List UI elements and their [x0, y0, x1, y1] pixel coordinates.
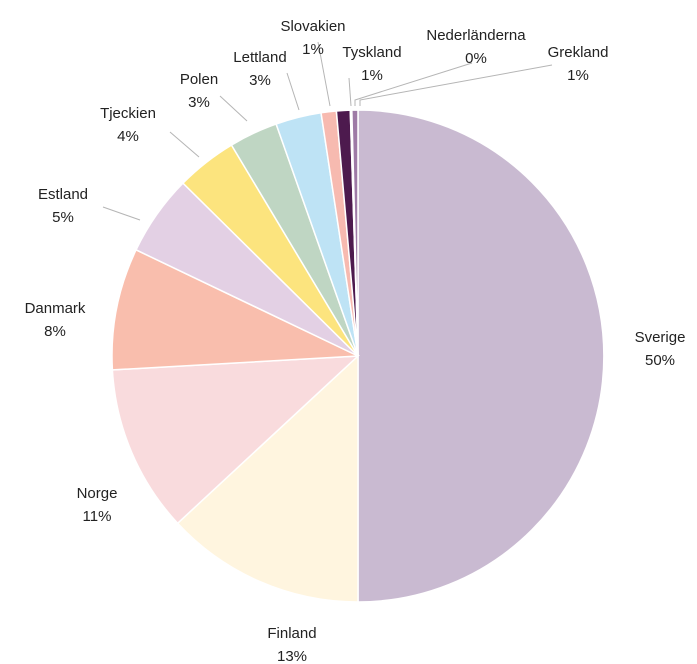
- slice-value-estland: 5%: [52, 209, 74, 226]
- slice-name-grekland: Grekland: [548, 44, 609, 61]
- leader-line-tjeckien: [169, 131, 200, 158]
- leader-line-slovakien: [317, 41, 331, 107]
- slice-value-slovakien: 1%: [302, 41, 324, 58]
- slice-value-lettland: 3%: [249, 72, 271, 89]
- slice-name-finland: Finland: [267, 625, 316, 642]
- slice-name-slovakien: Slovakien: [280, 18, 345, 35]
- pie-slice-danmark: [111, 248, 359, 371]
- slice-name-danmark: Danmark: [25, 300, 86, 317]
- slice-value-grekland: 1%: [567, 67, 589, 84]
- slice-name-polen: Polen: [180, 71, 218, 88]
- slice-value-sverige: 50%: [645, 352, 675, 369]
- slice-name-estland: Estland: [38, 186, 88, 203]
- slice-name-tjeckien: Tjeckien: [100, 105, 156, 122]
- slice-value-tjeckien: 4%: [117, 128, 139, 145]
- leader-line-polen: [219, 95, 248, 122]
- leader-line-nederländerna: [354, 62, 473, 106]
- leader-line-estland: [102, 206, 141, 221]
- slice-name-nederländerna: Nederländerna: [426, 27, 526, 44]
- slice-value-danmark: 8%: [44, 323, 66, 340]
- pie-slice-norge: [111, 355, 361, 525]
- leader-line-tyskland: [348, 77, 352, 107]
- slice-value-norge: 11%: [83, 508, 112, 525]
- slice-name-tyskland: Tyskland: [342, 44, 401, 61]
- slice-value-tyskland: 1%: [361, 67, 383, 84]
- pie-slice-grekland: [351, 109, 359, 357]
- slice-value-finland: 13%: [277, 648, 307, 664]
- slice-name-norge: Norge: [77, 485, 118, 502]
- leader-line-lettland: [286, 72, 300, 111]
- slice-value-polen: 3%: [188, 94, 210, 111]
- slice-name-lettland: Lettland: [233, 49, 286, 66]
- slice-value-nederländerna: 0%: [465, 50, 487, 67]
- pie-slice-sverige: [357, 109, 605, 603]
- leader-line-grekland: [359, 64, 553, 106]
- slice-name-sverige: Sverige: [635, 329, 686, 346]
- pie-slice-finland: [176, 354, 359, 603]
